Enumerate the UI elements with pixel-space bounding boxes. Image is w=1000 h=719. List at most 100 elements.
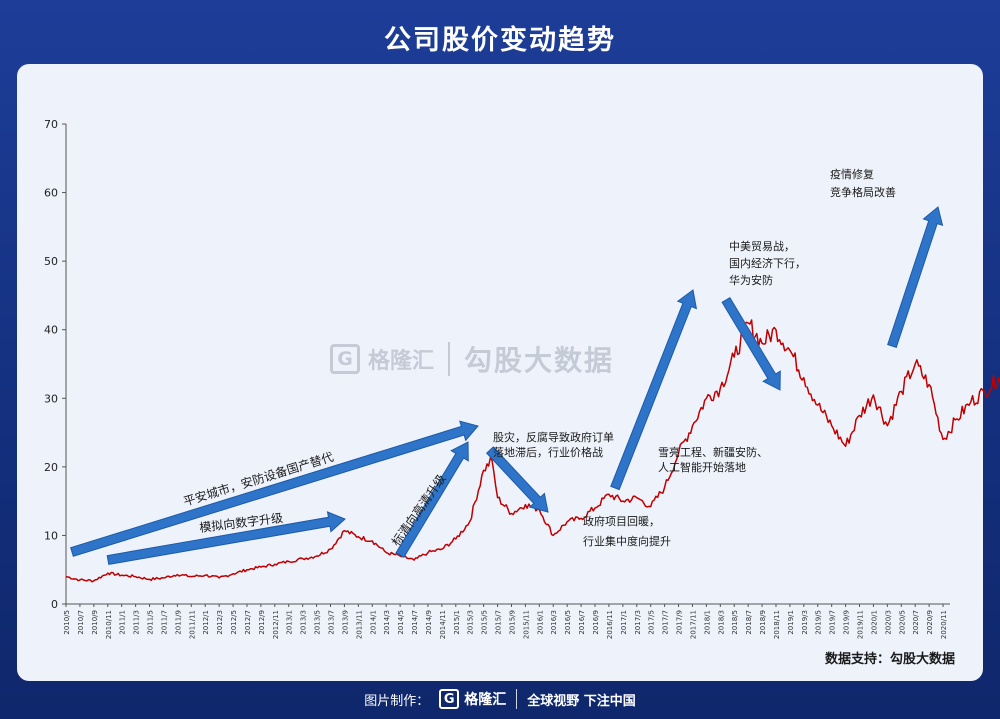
- chart-axes: [65, 124, 950, 605]
- annotation-trade-war: 中美贸易战， 国内经济下行， 华为安防: [729, 240, 810, 287]
- x-tick-label: 2019/5: [815, 610, 823, 635]
- logo-text: 格隆汇: [464, 692, 507, 708]
- y-tick-label: 0: [51, 598, 58, 611]
- x-tick-label: 2013/9: [341, 610, 349, 635]
- arrow-safe-city: [70, 420, 479, 557]
- x-tick-label: 2017/5: [648, 610, 656, 635]
- x-tick-label: 2013/7: [328, 610, 336, 635]
- x-tick-label: 2017/7: [662, 610, 670, 635]
- y-tick-label: 50: [44, 255, 58, 268]
- page-title: 公司股价变动趋势: [384, 25, 616, 56]
- footer: 图片制作： G 格隆汇 全球视野 下注中国: [0, 684, 1000, 714]
- x-tick-label: 2016/5: [564, 610, 572, 635]
- x-tick-label: 2012/7: [244, 610, 252, 635]
- chart-panel: [17, 64, 983, 681]
- x-tick-label: 2013/5: [314, 610, 322, 635]
- x-tick-label: 2020/1: [870, 610, 878, 635]
- x-tick-label: 2018/3: [717, 610, 725, 635]
- x-tick-label: 2013/3: [300, 610, 308, 635]
- x-tick-label: 2019/7: [829, 610, 837, 635]
- y-tick-label: 70: [44, 118, 58, 131]
- y-tick-label: 30: [44, 392, 58, 405]
- x-tick-label: 2014/9: [425, 610, 433, 635]
- x-tick-label: 2020/11: [940, 610, 948, 639]
- x-tick-label: 2020/9: [926, 610, 934, 635]
- y-tick-label: 60: [44, 187, 58, 200]
- x-tick-label: 2011/7: [160, 610, 168, 635]
- x-tick-label: 2017/1: [620, 610, 628, 635]
- annotation-sd-hd: 标清向高清升级: [388, 471, 448, 548]
- x-tick-label: 2018/1: [703, 610, 711, 635]
- x-tick-label: 2016/7: [578, 610, 586, 635]
- x-tick-label: 2019/9: [843, 610, 851, 635]
- x-tick-label: 2016/9: [592, 610, 600, 635]
- x-tick-label: 2011/5: [147, 610, 155, 635]
- x-tick-label: 2010/11: [105, 610, 113, 639]
- y-tick-label: 40: [44, 324, 58, 337]
- annotation-ai-landing: 雪亮工程、新疆安防、 人工智能开始落地: [658, 445, 772, 474]
- x-tick-label: 2012/1: [202, 610, 210, 635]
- x-tick-label: 2011/1: [119, 610, 127, 635]
- x-tick-label: 2012/3: [216, 610, 224, 635]
- arrow-downturn: [485, 446, 549, 513]
- x-tick-label: 2010/5: [63, 610, 71, 635]
- x-tick-label: 2020/7: [912, 610, 920, 635]
- x-tick-label: 2011/9: [174, 610, 182, 635]
- x-tick-label: 2014/1: [369, 610, 377, 635]
- footer-logo: G 格隆汇: [439, 689, 506, 709]
- x-tick-label: 2011/11: [188, 610, 196, 639]
- x-tick-label: 2020/3: [884, 610, 892, 635]
- y-tick-label: 20: [44, 461, 58, 474]
- x-axis-ticks: 2010/5 2010/7 2010/9 2010/11 2011/1 2011/3 201…: [63, 604, 948, 639]
- annotation-gov-recovery: 政府项目回暖， 行业集中度向提升: [583, 514, 671, 548]
- x-tick-label: 2017/9: [676, 610, 684, 635]
- x-tick-label: 2015/7: [495, 610, 503, 635]
- x-tick-label: 2020/5: [898, 610, 906, 635]
- y-tick-label: 10: [44, 529, 58, 542]
- footer-slogan: 全球视野 下注中国: [527, 693, 636, 709]
- arrow-trade-war: [721, 297, 781, 391]
- x-tick-label: 2014/5: [397, 610, 405, 635]
- x-tick-label: 2014/3: [383, 610, 391, 635]
- x-tick-label: 2010/9: [91, 610, 99, 635]
- x-tick-label: 2018/5: [731, 610, 739, 635]
- arrow-sd-hd: [395, 441, 469, 558]
- price-series-line: [65, 319, 1000, 583]
- x-tick-label: 2012/5: [230, 610, 238, 635]
- x-tick-label: 2018/9: [759, 610, 767, 635]
- x-tick-label: 2015/3: [467, 610, 475, 635]
- x-tick-label: 2019/3: [801, 610, 809, 635]
- x-tick-label: 2013/1: [286, 610, 294, 635]
- x-tick-label: 2010/7: [77, 610, 85, 635]
- x-tick-label: 2016/11: [606, 610, 614, 639]
- x-tick-label: 2018/7: [745, 610, 753, 635]
- x-tick-label: 2014/11: [439, 610, 447, 639]
- annotation-market-crash: 股灾，反腐导致政府订单 落地滞后，行业价格战: [493, 430, 618, 459]
- x-tick-label: 2015/11: [522, 610, 530, 639]
- source-note: 数据支持：勾股大数据: [825, 651, 955, 667]
- x-tick-label: 2016/1: [536, 610, 544, 635]
- arrow-recovery: [610, 289, 698, 491]
- footer-divider: [516, 689, 518, 709]
- x-tick-label: 2018/11: [773, 610, 781, 639]
- x-tick-label: 2011/3: [133, 610, 141, 635]
- x-tick-label: 2017/11: [689, 610, 697, 639]
- logo-icon: G: [439, 689, 460, 709]
- y-axis-ticks: 0 10 20 30 40 50 60 70: [44, 118, 66, 611]
- x-tick-label: 2019/11: [857, 610, 865, 639]
- arrow-analog-digital: [106, 511, 346, 565]
- footer-label: 图片制作：: [364, 693, 430, 709]
- x-tick-label: 2012/9: [258, 610, 266, 635]
- arrow-epidemic: [887, 206, 944, 349]
- x-tick-label: 2014/7: [411, 610, 419, 635]
- x-tick-label: 2015/9: [508, 610, 516, 635]
- x-tick-label: 2013/11: [355, 610, 363, 639]
- trend-arrows: [70, 206, 944, 565]
- x-tick-label: 2012/11: [272, 610, 280, 639]
- x-tick-label: 2015/5: [481, 610, 489, 635]
- x-tick-label: 2015/1: [453, 610, 461, 635]
- x-tick-label: 2017/3: [634, 610, 642, 635]
- x-tick-label: 2016/3: [550, 610, 558, 635]
- annotation-epidemic-recovery: 疫情修复 竞争格局改善: [830, 167, 896, 199]
- x-tick-label: 2019/1: [787, 610, 795, 635]
